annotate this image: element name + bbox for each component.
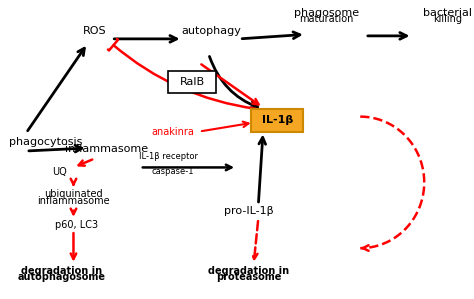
Text: degradation in: degradation in [21, 266, 102, 276]
Text: anakinra: anakinra [152, 127, 194, 137]
Text: inflammasome: inflammasome [65, 144, 148, 155]
Text: degradation in: degradation in [208, 266, 290, 276]
Text: proteasome: proteasome [216, 272, 282, 282]
Text: IL-1β: IL-1β [262, 115, 293, 126]
Text: killing: killing [433, 14, 463, 25]
Text: IL-1β receptor: IL-1β receptor [139, 152, 198, 161]
FancyBboxPatch shape [168, 71, 216, 93]
Text: bacterial: bacterial [423, 8, 473, 19]
Text: ROS: ROS [83, 26, 107, 36]
Text: maturation: maturation [299, 14, 353, 25]
Text: phagosome: phagosome [293, 8, 359, 19]
Text: autophagosome: autophagosome [18, 272, 106, 282]
Text: pro-IL-1β: pro-IL-1β [224, 206, 273, 216]
Text: autophagy: autophagy [181, 26, 241, 36]
Text: ubiquinated: ubiquinated [44, 189, 103, 199]
Text: inflammasome: inflammasome [37, 196, 110, 206]
Text: caspase-1: caspase-1 [152, 167, 194, 176]
Text: phagocytosis: phagocytosis [9, 137, 83, 147]
Text: UQ: UQ [52, 167, 67, 177]
Text: RalB: RalB [179, 77, 205, 87]
Text: p60, LC3: p60, LC3 [55, 220, 98, 230]
FancyBboxPatch shape [251, 109, 303, 132]
